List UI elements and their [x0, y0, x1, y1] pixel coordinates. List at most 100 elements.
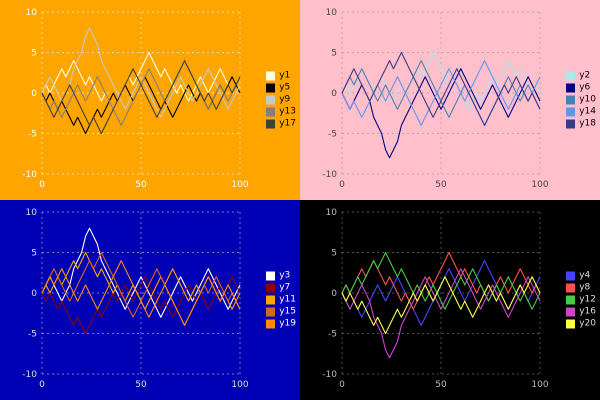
- legend-swatch-y20: [566, 319, 576, 329]
- legend-label-y10: y10: [579, 94, 596, 105]
- x-tick-label: 0: [339, 180, 345, 190]
- y-tick-label: 10: [326, 208, 338, 218]
- legend-item-y8: y8: [566, 283, 596, 294]
- legend-swatch-y7: [266, 283, 276, 293]
- series-line-y18: [341, 51, 541, 126]
- legend-item-y15: y15: [266, 307, 296, 318]
- x-tick-label: 100: [231, 180, 248, 190]
- series-line-y17: [41, 60, 241, 135]
- legend-label-y18: y18: [579, 118, 596, 129]
- legend-item-y2: y2: [566, 71, 596, 82]
- legend-swatch-y13: [266, 107, 276, 117]
- legend-item-y10: y10: [566, 95, 596, 106]
- legend-label-y3: y3: [279, 270, 291, 281]
- legend-item-y16: y16: [566, 307, 596, 318]
- legend-item-y18: y18: [566, 119, 596, 130]
- y-tick-label: 10: [326, 8, 338, 18]
- x-tick-label: 50: [135, 180, 147, 190]
- legend-swatch-y17: [266, 119, 276, 129]
- legend-swatch-y9: [266, 95, 276, 105]
- series-line-y20: [341, 276, 541, 335]
- legend-swatch-y2: [566, 71, 576, 81]
- series-line-y6: [341, 68, 541, 159]
- legend-label-y4: y4: [579, 270, 591, 281]
- legend-swatch-y6: [566, 83, 576, 93]
- legend-item-y5: y5: [266, 83, 296, 94]
- legend-swatch-y3: [266, 271, 276, 281]
- y-tick-label: 5: [331, 249, 337, 259]
- legend-label-y19: y19: [279, 318, 296, 329]
- legend-label-y2: y2: [579, 70, 591, 81]
- y-tick-label: -5: [28, 130, 37, 140]
- legend-label-y17: y17: [279, 118, 296, 129]
- x-tick-label: 100: [531, 380, 548, 390]
- legend-swatch-y15: [266, 307, 276, 317]
- legend-swatch-y12: [566, 295, 576, 305]
- x-tick-label: 0: [39, 380, 45, 390]
- legend-item-y11: y11: [266, 295, 296, 306]
- x-tick-label: 100: [531, 180, 548, 190]
- legend-item-y14: y14: [566, 107, 596, 118]
- legend-item-y7: y7: [266, 283, 296, 294]
- legend-item-y20: y20: [566, 319, 596, 330]
- y-tick-label: 5: [31, 249, 37, 259]
- legend-swatch-y19: [266, 319, 276, 329]
- x-tick-label: 50: [435, 380, 447, 390]
- y-tick-label: 0: [31, 289, 37, 299]
- y-tick-label: 10: [26, 8, 38, 18]
- series-line-y3: [41, 227, 241, 318]
- legend-label-y6: y6: [579, 82, 591, 93]
- legend-top-right: y2 y6 y10 y14 y18: [566, 71, 596, 130]
- series-line-y7: [41, 276, 241, 335]
- legend-label-y12: y12: [579, 294, 596, 305]
- series-line-y9: [41, 27, 241, 118]
- plot-area-bottom-right: 0 50 100 -10 -5 0 5 10: [322, 208, 549, 390]
- legend-swatch-y11: [266, 295, 276, 305]
- panel-top-left: 0 50 100 -10 -5 0 5 10 y1 y5 y9 y13 y17: [0, 0, 300, 200]
- plot-area-bottom-left: 0 50 100 -10 -5 0 5 10: [22, 208, 249, 390]
- legend-item-y9: y9: [266, 95, 296, 106]
- y-tick-label: 0: [331, 289, 337, 299]
- series-line-y1: [41, 51, 241, 110]
- x-tick-label: 100: [231, 380, 248, 390]
- legend-item-y17: y17: [266, 119, 296, 130]
- legend-item-y4: y4: [566, 271, 596, 282]
- legend-item-y12: y12: [566, 295, 596, 306]
- legend-label-y15: y15: [279, 306, 296, 317]
- y-tick-label: -5: [328, 130, 337, 140]
- y-tick-label: -10: [22, 370, 37, 380]
- legend-swatch-y10: [566, 95, 576, 105]
- legend-swatch-y5: [266, 83, 276, 93]
- y-tick-label: 0: [331, 89, 337, 99]
- legend-bottom-right: y4 y8 y12 y16 y20: [566, 271, 596, 330]
- legend-swatch-y4: [566, 271, 576, 281]
- legend-label-y5: y5: [279, 82, 291, 93]
- y-tick-label: -10: [22, 170, 37, 180]
- legend-swatch-y16: [566, 307, 576, 317]
- y-tick-label: 0: [31, 89, 37, 99]
- legend-label-y11: y11: [279, 294, 296, 305]
- legend-swatch-y1: [266, 71, 276, 81]
- plot-area-top-left: 0 50 100 -10 -5 0 5 10: [22, 8, 249, 190]
- legend-label-y8: y8: [579, 282, 591, 293]
- y-tick-label: -5: [328, 330, 337, 340]
- x-tick-label: 0: [39, 180, 45, 190]
- series-line-y19: [41, 260, 241, 326]
- legend-item-y6: y6: [566, 83, 596, 94]
- y-tick-label: -10: [322, 370, 337, 380]
- x-tick-label: 50: [435, 180, 447, 190]
- legend-top-left: y1 y5 y9 y13 y17: [266, 71, 296, 130]
- legend-label-y7: y7: [279, 282, 291, 293]
- legend-label-y1: y1: [279, 70, 291, 81]
- legend-swatch-y18: [566, 119, 576, 129]
- y-tick-label: 5: [31, 49, 37, 59]
- legend-label-y14: y14: [579, 106, 596, 117]
- legend-swatch-y8: [566, 283, 576, 293]
- panel-bottom-right: 0 50 100 -10 -5 0 5 10 y4 y8 y12 y16 y20: [300, 200, 600, 400]
- x-tick-label: 0: [339, 380, 345, 390]
- legend-item-y1: y1: [266, 71, 296, 82]
- y-tick-label: -5: [28, 330, 37, 340]
- legend-label-y16: y16: [579, 306, 596, 317]
- legend-bottom-left: y3 y7 y11 y15 y19: [266, 271, 296, 330]
